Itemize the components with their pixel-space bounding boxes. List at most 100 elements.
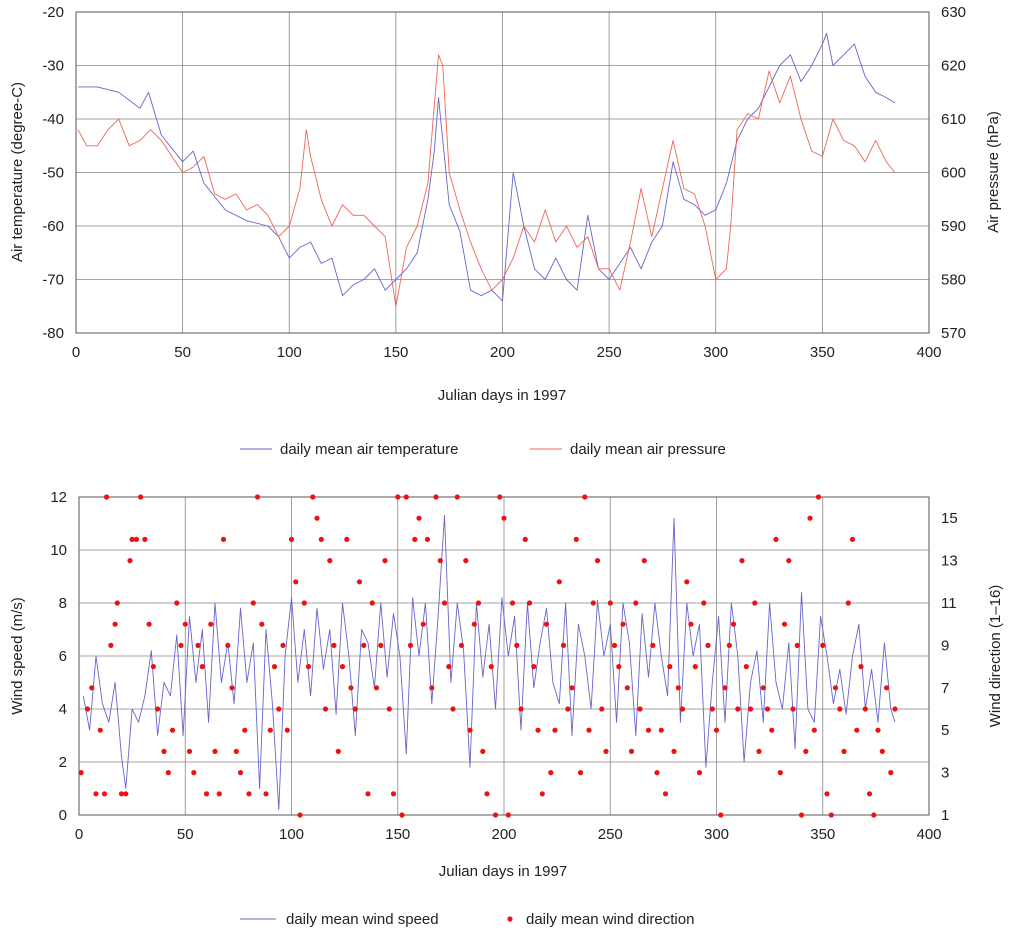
- bot-series-1-point: [216, 791, 222, 797]
- bot-series-1-point: [242, 727, 248, 733]
- bot-series-1-point: [293, 579, 299, 585]
- bot-series-1-point: [339, 664, 346, 670]
- top-y-tick-label: -30: [42, 58, 64, 75]
- bot-series-1-point: [718, 812, 724, 818]
- bot-series-1-point: [129, 536, 135, 543]
- bot-series-1-point: [730, 621, 737, 627]
- top-y2-tick-label: 610: [941, 111, 966, 128]
- bot-series-1-point: [866, 791, 873, 797]
- top-y2-axis-title: Air pressure (hPa): [985, 111, 1002, 233]
- top-y-tick-label: -50: [42, 165, 64, 182]
- bot-y2-tick-label: 7: [941, 680, 949, 697]
- bot-series-1-point: [654, 770, 660, 776]
- bot-series-1-point: [667, 664, 673, 670]
- bot-series-1-point: [114, 600, 120, 606]
- bot-series-1-point: [220, 536, 227, 543]
- bot-series-1-point: [203, 791, 210, 797]
- bot-series-1-point: [811, 727, 817, 733]
- bot-series-1-point: [365, 791, 371, 797]
- top-x-tick-label: 150: [383, 344, 408, 361]
- bot-series-1-point: [569, 685, 575, 691]
- bot-series-1-point: [186, 748, 193, 755]
- bot-series-1-point: [288, 536, 295, 543]
- bot-series-1-point: [237, 770, 244, 776]
- bot-series-1-point: [888, 770, 894, 776]
- bot-series-1-point: [709, 706, 715, 712]
- bot-series-1-point: [701, 600, 707, 606]
- bot-series-1-point: [97, 727, 103, 733]
- bot-series-1-point: [433, 494, 439, 500]
- bot-series-1-point: [488, 664, 494, 670]
- top-plot-frame: [75, 11, 930, 334]
- bottom-series: [78, 494, 898, 818]
- bot-series-1-point: [620, 621, 626, 627]
- bot-series-1-point: [628, 748, 635, 755]
- bot-series-1-point: [747, 706, 754, 712]
- bot-x-tick-label: 200: [491, 826, 516, 843]
- bot-series-1-point: [169, 727, 176, 733]
- bot-series-1-point: [713, 727, 720, 733]
- top-series: [77, 32, 896, 307]
- bottom-grid: [79, 497, 929, 815]
- bot-series-1-point: [560, 642, 567, 649]
- bot-series-1-point: [475, 600, 482, 606]
- bot-x-tick-label: 150: [385, 826, 410, 843]
- bot-series-1-point: [692, 664, 698, 670]
- top-y2-tick-label: 570: [941, 325, 966, 342]
- bot-series-1-point: [650, 642, 656, 649]
- bot-series-1-point: [501, 515, 507, 521]
- bot-x-tick-label: 400: [916, 826, 941, 843]
- bot-series-1-point: [739, 558, 745, 564]
- bot-series-1-point: [543, 621, 550, 627]
- bot-series-1-point: [892, 706, 898, 712]
- bot-series-1-point: [794, 642, 800, 649]
- bot-series-1-point: [726, 642, 732, 649]
- top-grid: [76, 12, 929, 333]
- bot-series-1-point: [263, 791, 269, 797]
- bottom-y-ticks: 0 2 4 6 8 10 12: [50, 489, 67, 824]
- bot-series-1-point: [212, 748, 218, 755]
- bot-series-1-point: [467, 727, 473, 733]
- bot-series-1-point: [458, 642, 465, 649]
- top-x-tick-label: 300: [703, 344, 728, 361]
- bot-series-1-point: [871, 812, 877, 818]
- bot-y-tick-label: 6: [59, 648, 67, 665]
- bot-series-1-point: [195, 642, 201, 649]
- top-x-tick-label: 50: [174, 344, 191, 361]
- legend-wind-direction-label: daily mean wind direction: [526, 911, 694, 928]
- top-x-ticks: 0 50 100 150 200 250 300 350 400: [72, 344, 942, 361]
- bot-series-1-point: [696, 770, 703, 776]
- bot-series-1-point: [837, 706, 843, 712]
- bot-series-1-point: [331, 642, 337, 649]
- bot-series-1-point: [352, 706, 358, 712]
- bot-series-1-point: [858, 664, 864, 670]
- bot-series-1-point: [267, 727, 273, 733]
- bot-series-1-point: [84, 706, 91, 712]
- bot-series-1-point: [790, 706, 796, 712]
- bot-series-1-point: [412, 536, 418, 543]
- bot-series-1-point: [142, 536, 148, 543]
- bot-series-1-point: [675, 685, 681, 691]
- bot-series-1-point: [599, 706, 605, 712]
- bot-series-1-point: [662, 791, 669, 797]
- bot-series-1-point: [276, 706, 282, 712]
- bot-series-1-point: [416, 515, 422, 521]
- bot-series-1-point: [577, 770, 584, 776]
- bot-series-1-point: [556, 579, 562, 585]
- bot-series-1-point: [492, 812, 499, 818]
- bottom-y2-axis-title: Wind direction (1–16): [987, 585, 1004, 728]
- bot-series-1-point: [641, 558, 647, 564]
- bot-series-1-point: [505, 812, 511, 818]
- bot-y-tick-label: 10: [50, 542, 67, 559]
- bot-series-1-point: [155, 706, 161, 712]
- bot-series-1-point: [841, 748, 847, 755]
- top-y2-tick-label: 620: [941, 58, 966, 75]
- top-y-axis-title: Air temperature (degree-C): [9, 82, 26, 262]
- bot-y2-tick-label: 1: [941, 807, 949, 824]
- bot-series-1-point: [798, 812, 805, 818]
- bot-series-1-point: [310, 494, 316, 500]
- bot-series-1-point: [301, 600, 307, 606]
